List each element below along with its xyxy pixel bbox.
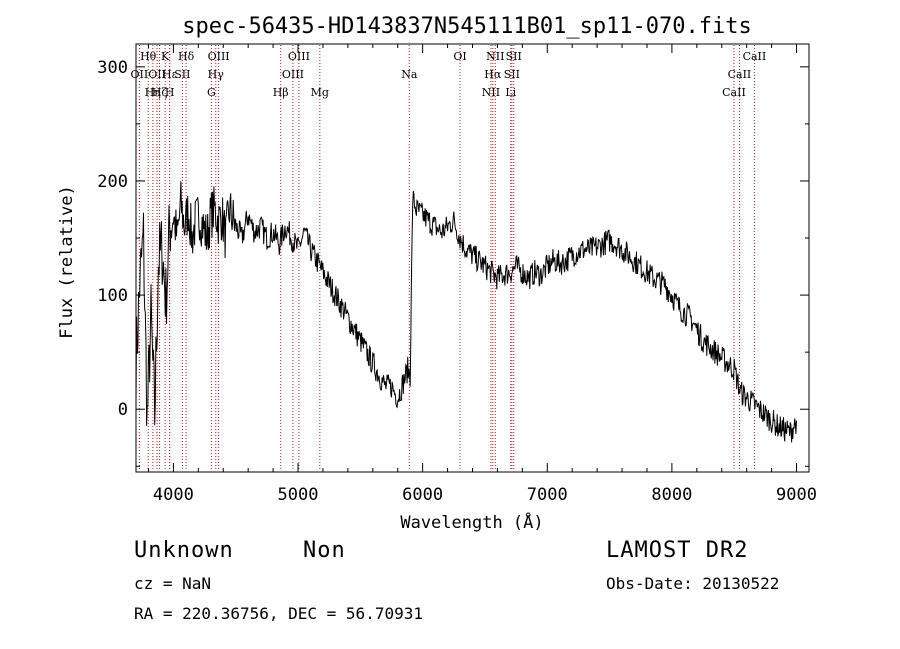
line-marker-label-0: OII	[131, 68, 149, 81]
line-marker-label-27: CaII	[743, 50, 767, 63]
line-marker-label-10: G	[207, 86, 216, 99]
line-marker-label-2: Hη	[145, 86, 161, 99]
y-tick-label-2: 200	[97, 172, 128, 192]
y-axis-ticks: 0 100 200 300	[97, 58, 809, 467]
line-marker-label-22: Li	[505, 86, 516, 99]
line-marker-label-8: SII	[174, 68, 190, 81]
line-marker-label-13: Hβ	[273, 86, 289, 99]
line-marker-label-23: SII	[504, 68, 520, 81]
spectrum-series	[136, 181, 797, 443]
observation-date: Obs-Date: 20130522	[606, 574, 780, 593]
line-marker-label-20: Hα	[484, 68, 502, 81]
line-marker-label-6: H	[165, 86, 175, 99]
line-marker-label-12: OIII	[208, 50, 230, 63]
line-marker-label-14: OIII	[282, 68, 304, 81]
line-marker-label-9: Hδ	[178, 50, 195, 63]
line-marker-label-7: Hε	[162, 68, 178, 81]
spectral-class: Unknown	[134, 538, 234, 563]
line-marker-label-18: OI	[453, 50, 466, 63]
x-tick-label-0: 4000	[153, 485, 194, 505]
line-marker-label-21: NII	[486, 50, 504, 63]
line-marker-label-26: CaII	[728, 68, 752, 81]
survey-name: LAMOST DR2	[606, 538, 749, 563]
spectrum-line	[136, 181, 797, 443]
line-marker-label-15: OIII	[288, 50, 310, 63]
sky-coordinates: RA = 220.36756, DEC = 56.70931	[134, 604, 423, 623]
spectral-subclass: Non	[303, 538, 346, 563]
line-marker-label-19: NII	[482, 86, 500, 99]
x-axis-label: Wavelength (Å)	[400, 511, 543, 533]
line-marker-label-3: OII	[148, 68, 166, 81]
x-tick-label-3: 7000	[527, 485, 568, 505]
y-axis-label: Flux (relative)	[57, 185, 77, 339]
line-marker-label-17: Na	[401, 68, 418, 81]
x-tick-label-1: 5000	[278, 485, 319, 505]
y-tick-label-3: 300	[97, 58, 128, 78]
line-marker-label-16: Mg	[311, 86, 329, 99]
x-tick-label-2: 6000	[402, 485, 443, 505]
x-axis-ticks: 4000 5000 6000 7000 8000 9000	[147, 44, 817, 505]
line-marker-label-24: SII	[506, 50, 522, 63]
line-marker-label-25: CaII	[722, 86, 746, 99]
y-tick-label-0: 0	[118, 400, 128, 420]
emission-line-markers: OIIHθHηOIIHζKHHεSIIHδGHγOIIIHβOIIIOIIIMg…	[131, 45, 767, 471]
line-marker-label-1: Hθ	[140, 50, 157, 63]
line-marker-label-5: K	[161, 50, 170, 63]
x-tick-label-5: 9000	[776, 485, 817, 505]
x-tick-label-4: 8000	[651, 485, 692, 505]
redshift-cz: cz = NaN	[134, 574, 212, 593]
line-marker-label-11: Hγ	[208, 68, 225, 81]
y-tick-label-1: 100	[97, 286, 128, 306]
chart-title: spec-56435-HD143837N545111B01_sp11-070.f…	[182, 14, 752, 39]
line-marker-label-4: Hζ	[152, 86, 168, 99]
